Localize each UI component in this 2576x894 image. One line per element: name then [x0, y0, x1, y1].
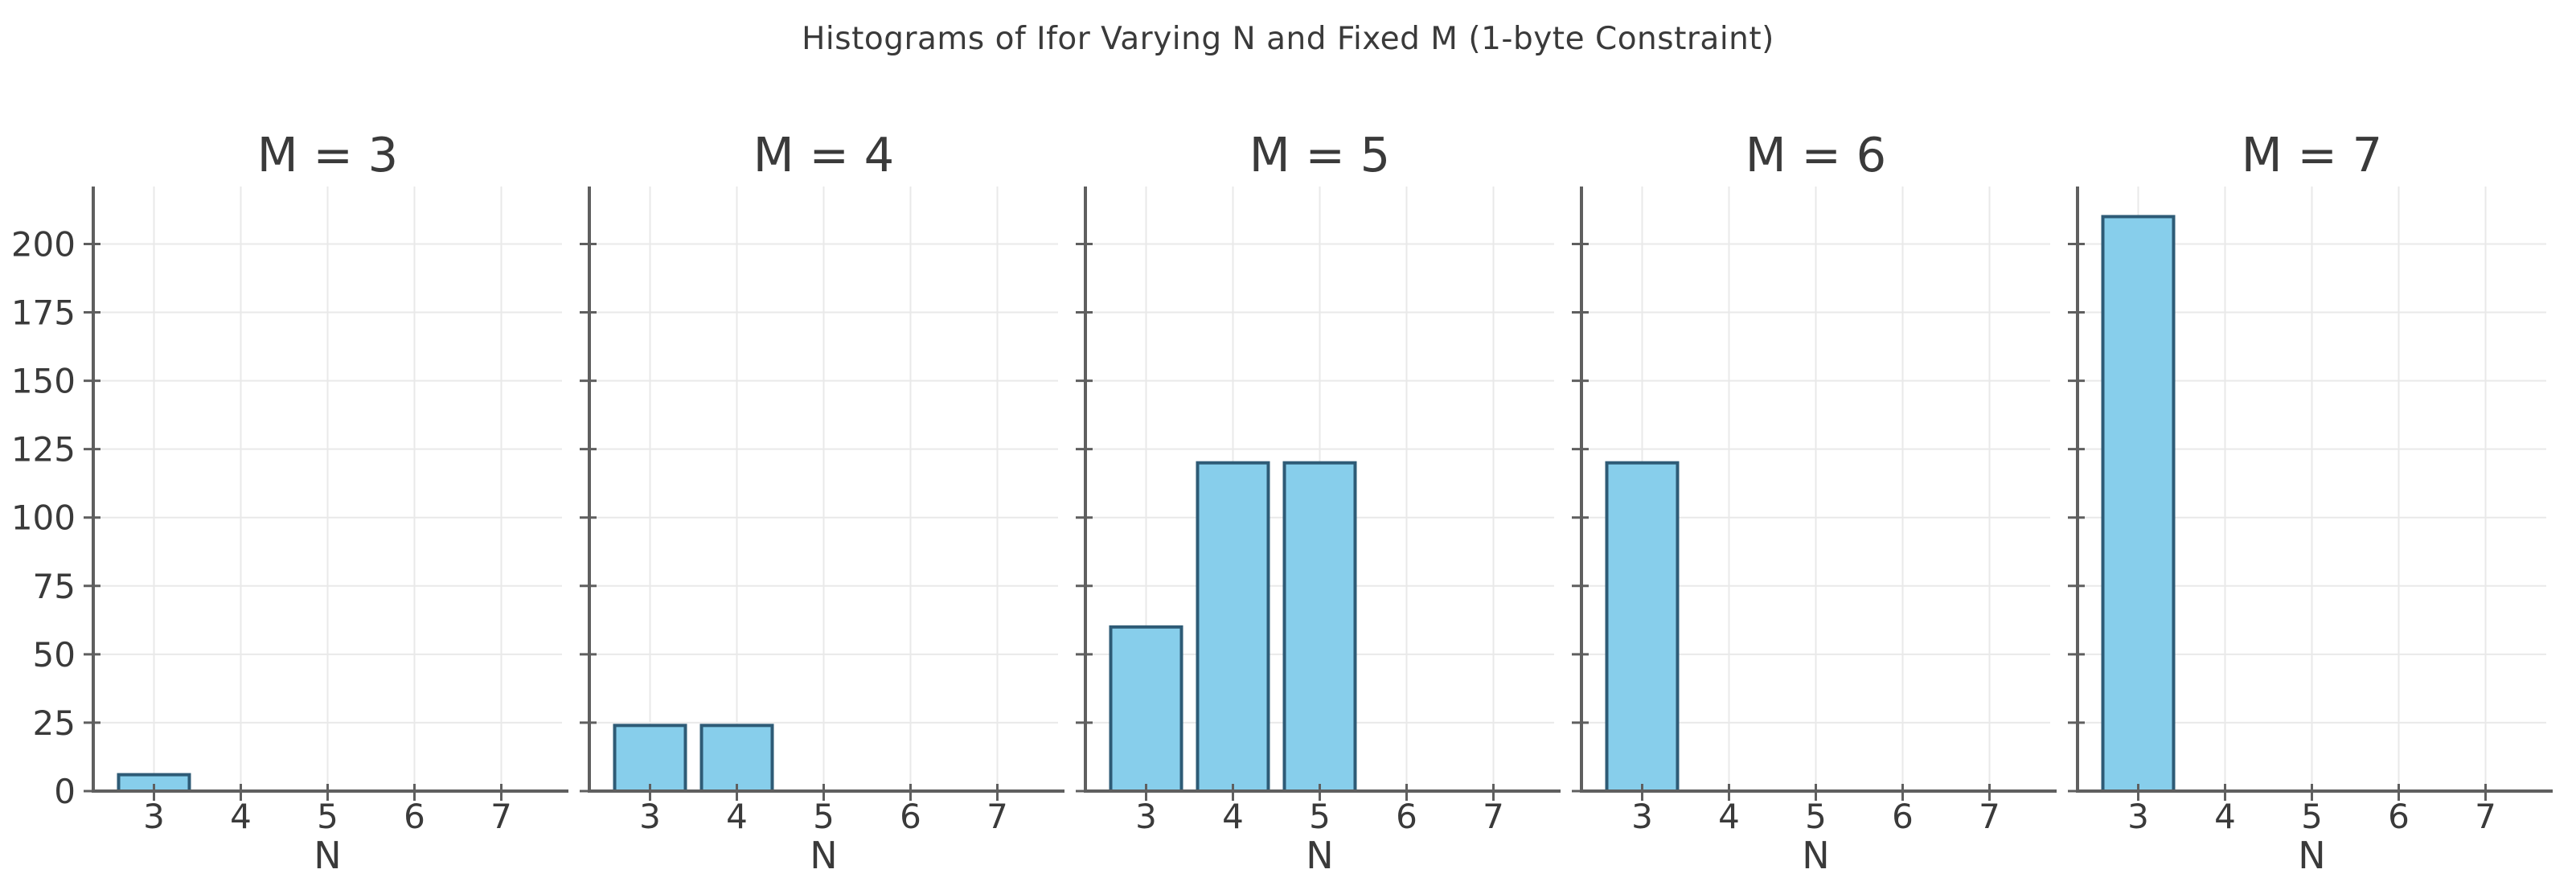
subplot-panel-2: 3 4 5 6 7 N M = 4: [580, 127, 1064, 877]
subplot-title: M = 3: [257, 127, 398, 182]
bar-m6-n3: [1605, 461, 1680, 793]
x-tick-label: 3: [1135, 797, 1157, 836]
x-tick-label: 6: [404, 797, 425, 836]
x-axis-label: N: [314, 834, 341, 877]
y-tick-label: 50: [33, 635, 76, 675]
x-tick-label: 6: [900, 797, 921, 836]
y-tick-label: 150: [11, 362, 76, 401]
x-tick-label: 5: [1805, 797, 1827, 836]
x-tick-label: 3: [639, 797, 661, 836]
x-tick-label: 4: [726, 797, 748, 836]
x-tick-label: 3: [1631, 797, 1653, 836]
figure-title: Histograms of Ifor Varying N and Fixed M…: [802, 21, 1774, 57]
y-tick-label: 0: [54, 772, 76, 811]
y-tick-label: 25: [33, 703, 76, 743]
x-axis-label: N: [810, 834, 837, 877]
bar-m5-n4: [1196, 461, 1270, 793]
x-tick-label: 5: [2301, 797, 2323, 836]
bar-m5-n3: [1109, 625, 1183, 793]
x-tick-label: 4: [1718, 797, 1740, 836]
x-tick-label: 4: [230, 797, 252, 836]
x-axis-label: N: [2298, 834, 2325, 877]
subplot-title: M = 4: [753, 127, 894, 182]
x-axis-label: N: [1306, 834, 1333, 877]
y-tick-label: 100: [11, 498, 76, 538]
subplot-title: M = 7: [2242, 127, 2382, 182]
bar-m4-n3: [613, 724, 687, 793]
x-tick-label: 4: [1222, 797, 1244, 836]
subplot-title: M = 5: [1249, 127, 1390, 182]
x-tick-label: 7: [2475, 797, 2496, 836]
subplot-panel-5: 3 4 5 6 7 N M = 7: [2068, 127, 2553, 877]
bar-m7-n3: [2101, 215, 2176, 793]
x-tick-label: 7: [1483, 797, 1504, 836]
x-tick-label: 7: [987, 797, 1008, 836]
y-tick-label: 175: [11, 293, 76, 333]
x-tick-label: 5: [317, 797, 338, 836]
x-tick-label: 4: [2214, 797, 2236, 836]
x-tick-label: 3: [143, 797, 165, 836]
x-tick-label: 6: [1396, 797, 1417, 836]
bar-m4-n4: [699, 724, 774, 793]
y-tick-label: 75: [33, 567, 76, 606]
x-tick-label: 6: [2388, 797, 2410, 836]
x-tick-label: 6: [1892, 797, 1914, 836]
x-tick-label: 5: [813, 797, 835, 836]
x-axis-label: N: [1802, 834, 1829, 877]
x-tick-label: 5: [1309, 797, 1331, 836]
x-tick-label: 7: [490, 797, 512, 836]
subplot-panel-1: 3 4 5 6 7 0 25 50 75 100 125 150 175 200 N M = 3: [11, 127, 568, 877]
subplot-panel-4: 3 4 5 6 7 N M = 6: [1572, 127, 2057, 877]
y-tick-label: 200: [11, 224, 76, 264]
x-tick-label: 3: [2127, 797, 2149, 836]
y-tick-label: 125: [11, 430, 76, 470]
bar-m5-n5: [1282, 461, 1357, 793]
subplot-panel-3: 3 4 5 6 7 N M = 5: [1076, 127, 1561, 877]
subplot-title: M = 6: [1745, 127, 1886, 182]
x-tick-label: 7: [1979, 797, 2000, 836]
